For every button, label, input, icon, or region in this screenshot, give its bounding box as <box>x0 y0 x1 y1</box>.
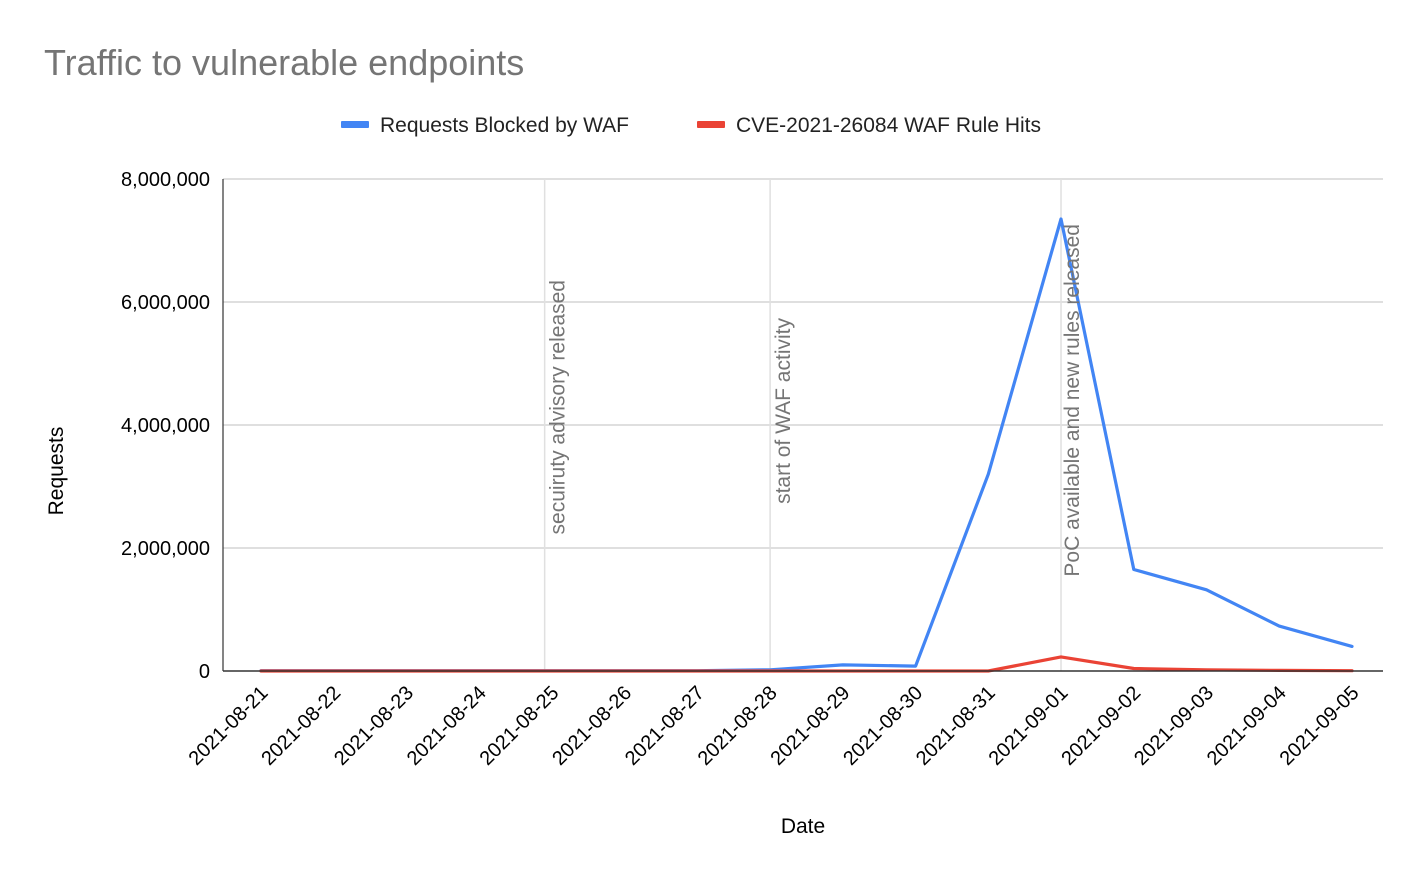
legend-swatch <box>341 121 369 128</box>
legend-label: CVE-2021-26084 WAF Rule Hits <box>736 114 1041 137</box>
x-tick-labels: 2021-08-212021-08-222021-08-232021-08-24… <box>185 682 1364 770</box>
y-tick-label: 6,000,000 <box>121 292 210 314</box>
y-tick-label: 2,000,000 <box>121 538 210 560</box>
legend-label: Requests Blocked by WAF <box>380 114 629 137</box>
legend-swatch <box>697 121 725 128</box>
gridlines <box>223 178 1383 549</box>
y-axis-label: Requests <box>45 427 68 516</box>
y-tick-label: 4,000,000 <box>121 415 210 437</box>
annotation-lines <box>543 179 1062 671</box>
annotation-label: start of WAF activity <box>772 318 795 504</box>
annotation-label: secuiruty advisory released <box>547 280 570 534</box>
y-tick-labels: 0 2,000,000 4,000,000 6,000,000 8,000,000 <box>121 169 210 683</box>
y-tick-label: 0 <box>199 661 210 683</box>
series-line-1 <box>259 217 1354 673</box>
chart-title: Traffic to vulnerable endpoints <box>44 42 524 83</box>
annotation-label: PoC available and new rules released <box>1061 224 1084 577</box>
x-tick-label: 2021-09-05 <box>1276 682 1364 770</box>
legend: Requests Blocked by WAF CVE-2021-26084 WA… <box>341 114 1041 137</box>
series-lines <box>259 217 1354 673</box>
y-tick-label: 8,000,000 <box>121 169 210 191</box>
x-axis-label: Date <box>781 815 825 838</box>
axes <box>222 179 1383 672</box>
annotation-labels: secuiruty advisory released start of WAF … <box>547 224 1084 577</box>
